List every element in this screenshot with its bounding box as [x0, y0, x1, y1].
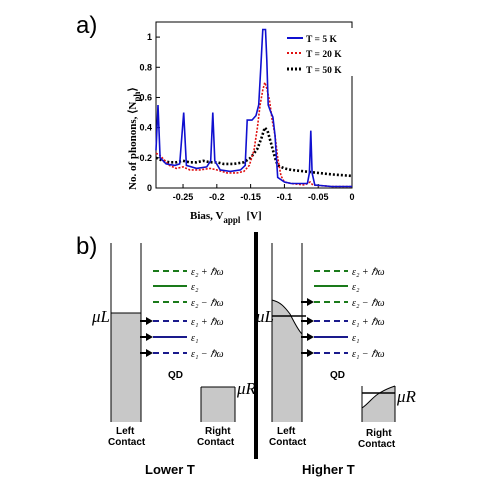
mu-right-high: μR — [396, 387, 417, 406]
y-axis-title: No. of phonons, ⟨Nph⟩ — [127, 87, 142, 190]
right-contact-label-2: Contact — [197, 437, 235, 448]
level-eps2-plus-label-hot: ε₂ + ℏω — [352, 267, 385, 278]
y-axis-title-close: ⟩ — [127, 87, 139, 91]
legend: T = 5 K T = 20 K T = 50 K — [283, 28, 353, 76]
right-fermi-curve — [361, 385, 396, 409]
series-layer — [155, 28, 353, 188]
arrow-low-2-head — [146, 333, 153, 341]
plot-frame — [155, 21, 353, 189]
y-axis-title-main: No. of phonons, ⟨N — [127, 102, 139, 190]
y-tick-label: 1 — [147, 32, 152, 42]
right-contact-label-1: Right — [205, 426, 231, 437]
panel-b-label: b) — [76, 233, 97, 260]
right-contact-label-2-hot: Contact — [358, 439, 396, 450]
higher-arrows — [301, 298, 314, 357]
y-tick-label: 0.8 — [139, 62, 152, 72]
y-tick-label: 0.2 — [139, 153, 152, 163]
right-contact-label-1-hot: Right — [366, 428, 392, 439]
qd-label-low: QD — [168, 370, 183, 381]
x-tick-label: -0.1 — [277, 192, 293, 202]
higher-t-label: Higher T — [302, 462, 355, 477]
level-eps1-label-hot: ε₁ — [352, 333, 359, 344]
y-tick-label: 0.4 — [139, 123, 152, 133]
level-eps1-minus-label: ε₁ − ℏω — [191, 349, 224, 360]
higher-right-contact: μR Right Contact — [358, 385, 417, 450]
y-tick-label: 0.6 — [139, 92, 152, 102]
legend-box — [283, 28, 353, 76]
arrow-low-1-head — [146, 317, 153, 325]
level-eps1-label: ε₁ — [191, 333, 198, 344]
x-axis-title-sub: appl — [223, 215, 241, 225]
level-eps2-minus-label-hot: ε₂ − ℏω — [352, 298, 385, 309]
lower-qd-levels: ε₂ + ℏω ε₂ ε₂ − ℏω ε₁ + ℏω ε₁ ε₁ − ℏω QD — [153, 267, 224, 381]
higher-qd-levels: ε₂ + ℏω ε₂ ε₂ − ℏω ε₁ + ℏω ε₁ ε₁ − ℏω QD — [314, 267, 385, 381]
x-axis-title: Bias, Vappl [V] — [190, 210, 262, 225]
right-contact-fill — [201, 387, 235, 422]
left-contact-fill-hot — [272, 300, 302, 422]
tick-group: -0.25 -0.2 -0.15 -0.1 -0.05 0 0 0.2 0.4 0.6 0.8 1 — [139, 32, 354, 202]
level-eps2-label: ε₂ — [191, 282, 199, 293]
mu-left-high: μL — [255, 307, 274, 326]
legend-label-20k: T = 20 K — [306, 50, 342, 60]
lower-right-contact: μR Right Contact — [197, 379, 257, 448]
series-line-t-5-k — [155, 28, 352, 188]
lower-t-label: Lower T — [145, 462, 195, 477]
left-fermi-curve — [271, 299, 303, 335]
y-axis-title-sub: ph — [132, 92, 142, 102]
x-axis-title-main: Bias, V — [190, 210, 223, 222]
panel-a-label: a) — [76, 12, 97, 39]
x-axis-title-unit: [V] — [246, 210, 261, 222]
phonon-chart: -0.25 -0.2 -0.15 -0.1 -0.05 0 0 0.2 0.4 0.6 0.8 1 T… — [127, 21, 355, 225]
y-tick-label: 0 — [147, 183, 152, 193]
left-contact-label-1: Left — [116, 426, 135, 437]
level-eps1-plus-label: ε₁ + ℏω — [191, 317, 224, 328]
arrow-high-3-head — [307, 333, 314, 341]
qd-label-high: QD — [330, 370, 345, 381]
x-tick-label: -0.15 — [240, 192, 261, 202]
level-eps2-minus-label: ε₂ − ℏω — [191, 298, 224, 309]
arrow-high-1-head — [307, 298, 314, 306]
arrow-high-2-head — [307, 317, 314, 325]
level-eps2-label-hot: ε₂ — [352, 282, 360, 293]
legend-label-5k: T = 5 K — [306, 35, 337, 45]
lower-left-contact: μL Left Contact — [91, 243, 146, 448]
x-tick-label: -0.25 — [173, 192, 194, 202]
series-line-t-50-k — [155, 125, 353, 178]
lower-arrows — [140, 317, 153, 357]
left-contact-label-1-hot: Left — [277, 426, 296, 437]
higher-left-contact: μL Left Contact — [255, 243, 307, 448]
left-contact-label-2: Contact — [108, 437, 146, 448]
series-line-t-20-k — [155, 79, 352, 188]
x-tick-label: 0 — [349, 192, 354, 202]
mu-left-low: μL — [91, 307, 110, 326]
x-tick-label: -0.2 — [209, 192, 225, 202]
level-eps2-plus-label: ε₂ + ℏω — [191, 267, 224, 278]
mu-right-low: μR — [236, 379, 257, 398]
arrow-high-4-head — [307, 349, 314, 357]
left-contact-label-2-hot: Contact — [269, 437, 307, 448]
legend-label-50k: T = 50 K — [306, 66, 342, 76]
x-tick-label: -0.05 — [308, 192, 329, 202]
level-eps1-minus-label-hot: ε₁ − ℏω — [352, 349, 385, 360]
arrow-low-3-head — [146, 349, 153, 357]
left-contact-fill — [111, 313, 141, 422]
level-eps1-plus-label-hot: ε₁ + ℏω — [352, 317, 385, 328]
right-contact-fill-hot — [362, 386, 395, 422]
